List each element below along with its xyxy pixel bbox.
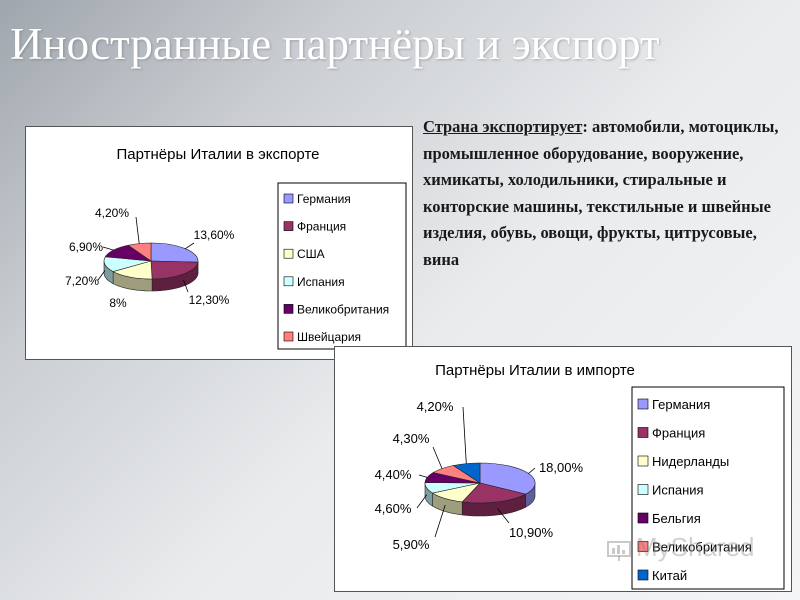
pie-slice-Германия	[150, 242, 199, 263]
legend-swatch	[283, 248, 294, 259]
leader-line	[135, 216, 140, 244]
export-chart: Партнёры Италии в экспорте 13,60% 12,30% 8%…	[25, 126, 413, 360]
legend	[631, 386, 785, 590]
leader-line	[418, 474, 428, 478]
leader-line	[528, 467, 536, 474]
data-label: 4,20%	[95, 206, 129, 220]
leader-line	[432, 446, 443, 469]
legend-swatch	[283, 193, 294, 204]
legend-entry: Германия	[297, 192, 351, 206]
pie-slice-Франция	[150, 260, 199, 280]
leader-line	[497, 508, 510, 524]
legend	[277, 182, 407, 350]
legend-entry: Франция	[652, 426, 705, 441]
data-label: 4,60%	[375, 501, 412, 516]
pie-slice-Швейцария	[127, 242, 152, 262]
import-chart-svg: Партнёры Италии в импорте 18,00% 10,90% 5,9…	[375, 362, 785, 590]
data-label: 13,60%	[194, 228, 235, 242]
data-label: 4,30%	[393, 431, 430, 446]
legend-entry: Великобритания	[297, 302, 389, 316]
leader-line	[183, 279, 189, 293]
data-label: 8%	[109, 296, 127, 310]
leader-line	[185, 242, 195, 250]
legend-entry: Испания	[652, 483, 704, 498]
data-label: 6,90%	[69, 240, 103, 254]
leader-line	[97, 270, 106, 281]
leader-line	[462, 406, 467, 464]
legend-entry: Швейцария	[297, 330, 361, 344]
slide-title: Иностранные партнёры и экспорт	[10, 19, 660, 69]
leader-line	[434, 504, 446, 538]
pie-slice-Франция	[461, 482, 527, 504]
legend-swatch	[637, 398, 649, 410]
pie-slice-Китай	[452, 462, 481, 484]
legend-entry: Испания	[297, 275, 345, 289]
import-chart: Партнёры Италии в импорте 18,00% 10,90% 5,9…	[334, 346, 792, 592]
legend-entry: Китай	[652, 568, 687, 583]
legend-entry: Нидерланды	[652, 454, 729, 469]
chart-title: Партнёры Италии в импорте	[435, 362, 635, 379]
legend-swatch	[283, 304, 294, 314]
data-label: 4,20%	[417, 399, 454, 414]
data-label: 12,30%	[189, 293, 230, 307]
leader-line	[416, 494, 428, 509]
description-text: : автомобили, мотоциклы, промышленное об…	[423, 117, 779, 269]
legend-swatch	[637, 569, 649, 581]
legend-entry: Франция	[297, 220, 346, 234]
data-label: 18,00%	[539, 460, 584, 475]
legend-swatch	[637, 455, 649, 467]
legend-entry: Великобритания	[652, 540, 752, 555]
description-lead: Страна экспортирует	[423, 117, 583, 136]
legend-swatch	[283, 221, 294, 231]
legend-entry: США	[297, 247, 325, 261]
legend-entry: Бельгия	[652, 511, 701, 526]
legend-swatch	[637, 484, 649, 495]
legend-swatch	[637, 541, 649, 552]
legend-swatch	[283, 276, 294, 287]
data-label: 4,40%	[375, 467, 412, 482]
data-label: 10,90%	[509, 525, 554, 540]
leader-line	[102, 246, 114, 251]
legend-swatch	[283, 331, 294, 342]
export-chart-svg: Партнёры Италии в экспорте 13,60% 12,30% 8%…	[65, 146, 407, 350]
legend-swatch	[637, 512, 649, 524]
data-label: 5,90%	[393, 537, 430, 552]
data-label: 7,20%	[65, 274, 99, 288]
export-description: Страна экспортирует: автомобили, мотоцик…	[423, 114, 791, 273]
legend-entry: Германия	[652, 397, 710, 412]
chart-title: Партнёры Италии в экспорте	[117, 146, 320, 163]
legend-swatch	[637, 427, 649, 438]
